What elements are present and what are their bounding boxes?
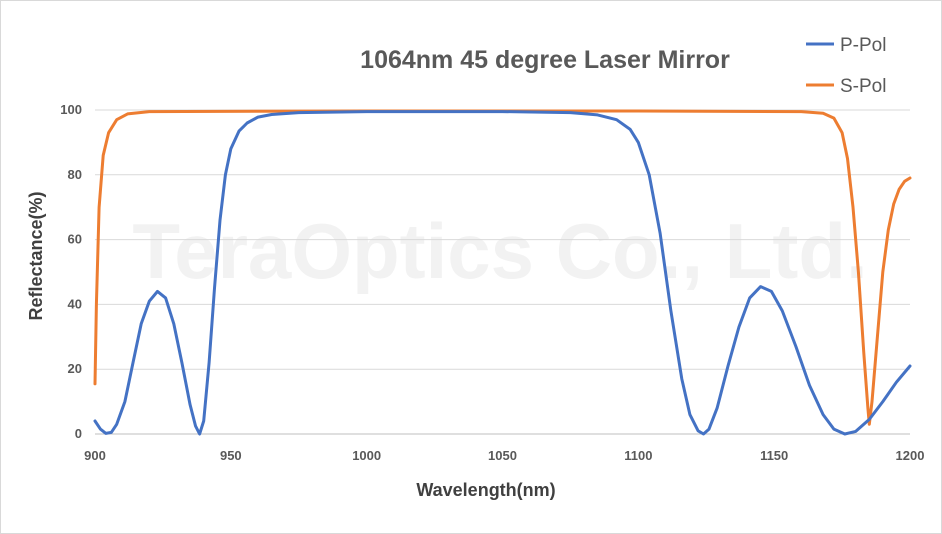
x-tick-label: 1200: [896, 448, 925, 463]
series-line-s-pol: [93, 109, 912, 426]
y-tick-label: 60: [68, 232, 82, 247]
chart-title: 1064nm 45 degree Laser Mirror: [360, 46, 730, 74]
y-tick-label: 0: [75, 426, 82, 441]
y-tick-label: 20: [68, 361, 82, 376]
y-tick-labels: 0 20 40 60 80 100: [60, 102, 82, 441]
x-tick-label: 950: [220, 448, 242, 463]
x-tick-labels: 900 950 1000 1050 1100 1150 1200: [84, 448, 924, 463]
series-lines: [93, 109, 912, 436]
y-tick-label: 40: [68, 296, 82, 311]
x-tick-label: 1100: [624, 448, 652, 463]
legend: P-Pol S-Pol: [806, 35, 886, 97]
legend-label-p-pol: P-Pol: [840, 35, 886, 56]
x-axis-label: Wavelength(nm): [416, 480, 555, 500]
series-line-p-pol: [93, 110, 912, 436]
x-tick-label: 1050: [488, 448, 517, 463]
y-tick-label: 100: [60, 102, 82, 117]
x-tick-label: 1150: [760, 448, 788, 463]
y-tick-label: 80: [68, 167, 82, 182]
y-axis-label: Reflectance(%): [26, 191, 46, 320]
x-tick-label: 1000: [352, 448, 381, 463]
watermark-text: TeraOptics Co., Ltd.: [132, 207, 867, 295]
legend-label-s-pol: S-Pol: [840, 76, 886, 97]
x-tick-label: 900: [84, 448, 106, 463]
